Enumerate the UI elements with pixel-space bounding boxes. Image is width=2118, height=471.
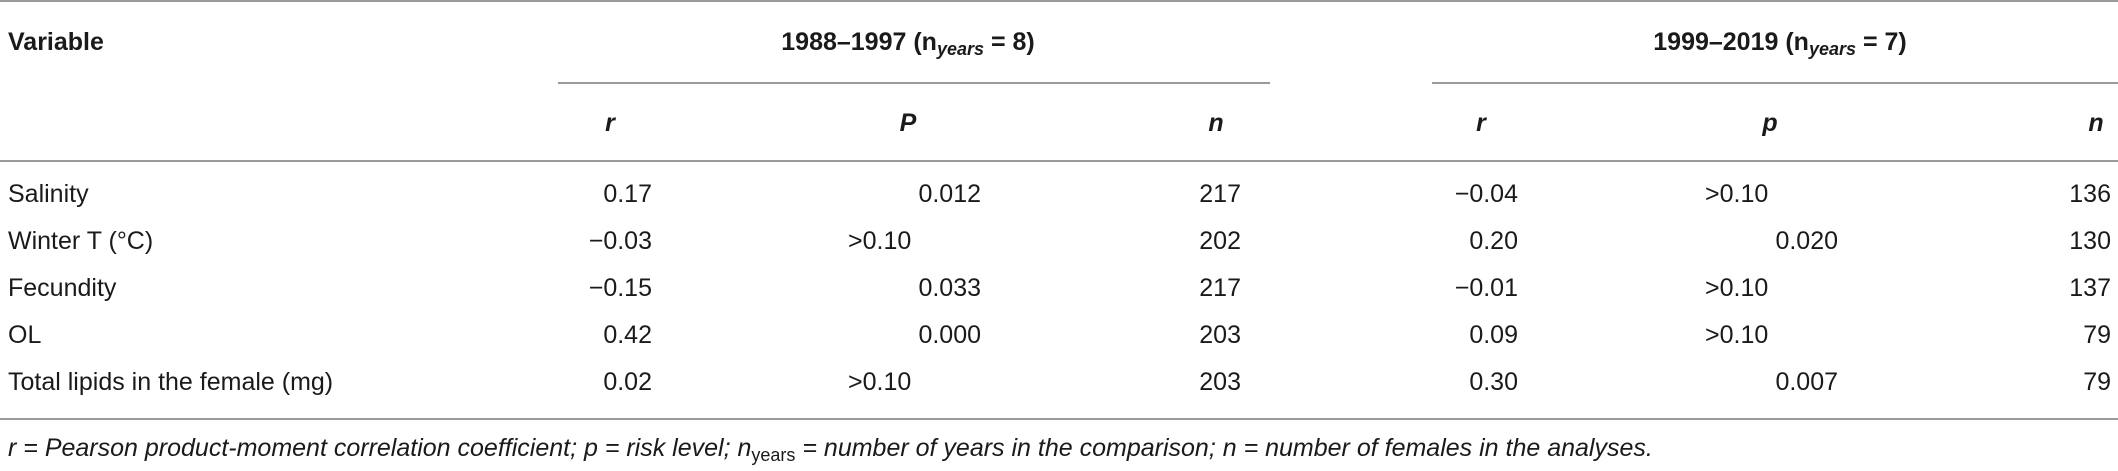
table-cell-n1: 203 (1199, 321, 1241, 349)
table-cell-p1: 0.033 (918, 274, 981, 302)
group2-rule (1432, 82, 2118, 84)
col-r1-header: r (605, 109, 615, 137)
table-bottom-rule (0, 418, 2118, 420)
table-cell-p2: 0.020 (1775, 227, 1838, 255)
table-cell-r2: −0.04 (1454, 180, 1518, 208)
table-cell-r1: 0.42 (603, 321, 652, 349)
table-row-label: Total lipids in the female (mg) (8, 368, 334, 396)
table-cell-p1: >0.10 (848, 368, 912, 396)
table-cell-r2: 0.09 (1469, 321, 1518, 349)
table-cell-r1: 0.17 (603, 180, 652, 208)
table-cell-n1: 203 (1199, 368, 1241, 396)
header-bottom-rule (0, 160, 2118, 162)
table-cell-p1: >0.10 (848, 227, 912, 255)
table-cell-p2: >0.10 (1705, 180, 1769, 208)
table-row-label: Salinity (8, 180, 89, 208)
table-cell-p2: >0.10 (1705, 274, 1769, 302)
col-n2-header: n (2088, 109, 2104, 137)
table-cell-p2: 0.007 (1775, 368, 1838, 396)
group2-header: 1999–2019 (nyears = 7) (1653, 28, 1907, 59)
table-cell-n2: 137 (2069, 274, 2111, 302)
variable-header: Variable (8, 28, 104, 56)
table-cell-r1: −0.03 (588, 227, 652, 255)
table-cell-r1: 0.02 (603, 368, 652, 396)
col-r2-header: r (1476, 109, 1486, 137)
table-row-label: Fecundity (8, 274, 117, 302)
table-cell-n2: 130 (2069, 227, 2111, 255)
table-cell-r1: −0.15 (588, 274, 652, 302)
top-rule (0, 0, 2118, 2)
table-cell-r2: 0.20 (1469, 227, 1518, 255)
table-cell-n1: 202 (1199, 227, 1241, 255)
table-cell-p1: 0.000 (918, 321, 981, 349)
table-cell-p1: 0.012 (918, 180, 981, 208)
table-row-label: Winter T (°C) (8, 227, 154, 255)
table-cell-p2: >0.10 (1705, 321, 1769, 349)
col-p2-header: p (1762, 109, 1778, 137)
table-footnote: r = Pearson product-moment correlation c… (8, 434, 1653, 465)
table-cell-n2: 136 (2069, 180, 2111, 208)
table-cell-n1: 217 (1199, 180, 1241, 208)
col-p1-header: P (899, 109, 917, 137)
col-n1-header: n (1208, 109, 1224, 137)
table-cell-n2: 79 (2083, 321, 2111, 349)
table-cell-r2: −0.01 (1454, 274, 1518, 302)
table-row-label: OL (8, 321, 42, 349)
group1-rule (558, 82, 1270, 84)
group1-header: 1988–1997 (nyears = 8) (781, 28, 1035, 59)
table-cell-n1: 217 (1199, 274, 1241, 302)
table-cell-n2: 79 (2083, 368, 2111, 396)
table-cell-r2: 0.30 (1469, 368, 1518, 396)
